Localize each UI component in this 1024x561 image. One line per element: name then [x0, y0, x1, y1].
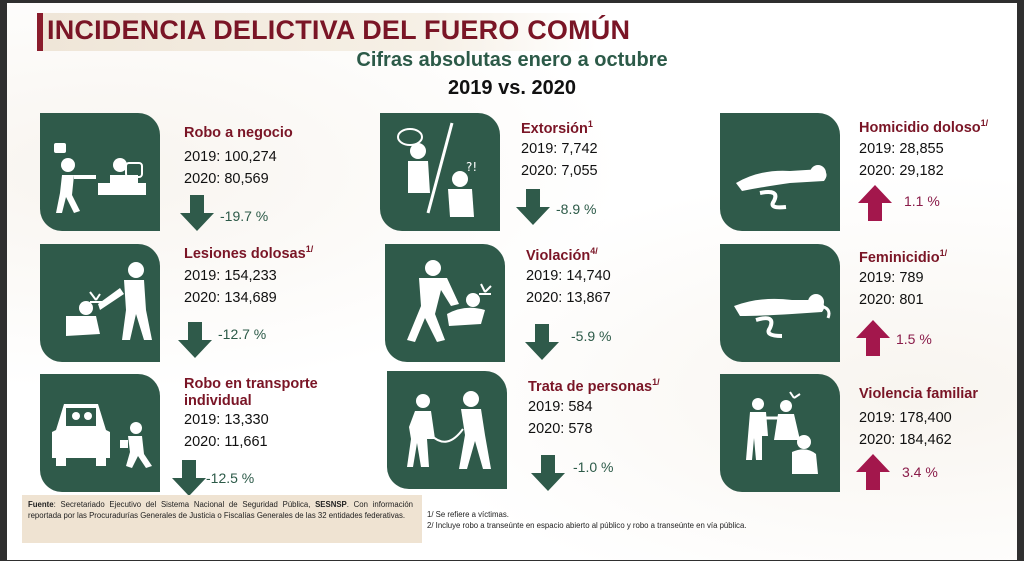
change-percent: -5.9 % [571, 328, 612, 344]
value-2020: 2020: 578 [528, 421, 593, 437]
value-2020: 2020: 80,569 [184, 171, 269, 187]
title-bar [37, 13, 597, 51]
change-percent: -19.7 % [220, 208, 269, 224]
source-box [22, 495, 422, 543]
arrow-down-icon [531, 455, 565, 491]
femicide-icon [720, 244, 840, 362]
crime-card-robo-transporte: Robo en transporte individual 2019: 13,3… [40, 374, 340, 499]
slide: INCIDENCIA DELICTIVA DEL FUERO COMÚN Cif… [7, 3, 1017, 560]
arrow-down-icon [525, 324, 559, 360]
crime-label: Lesiones dolosas1/ [184, 244, 314, 262]
value-2019: 2019: 154,233 [184, 268, 277, 284]
value-2019: 2019: 100,274 [184, 149, 277, 165]
family-violence-icon [720, 374, 840, 492]
crime-card-lesiones: Lesiones dolosas1/ 2019: 154,233 2020: 1… [40, 244, 340, 369]
crime-label: Feminicidio1/ [859, 248, 948, 266]
crime-label: Homicidio doloso1/ [859, 118, 989, 136]
comparison-years: 2019 vs. 2020 [448, 77, 576, 99]
assault-icon [40, 244, 160, 362]
svg-text:?!: ?! [466, 160, 477, 174]
value-2019: 2019: 789 [859, 270, 924, 286]
change-percent: -12.5 % [206, 470, 255, 486]
rape-icon [385, 244, 505, 362]
crime-card-violacion: Violación4/ 2019: 14,740 2020: 13,867 -5… [385, 244, 685, 369]
value-2019: 2019: 7,742 [521, 141, 598, 157]
value-2020: 2020: 11,661 [184, 434, 268, 450]
value-2020: 2020: 184,462 [859, 432, 952, 448]
page-title: INCIDENCIA DELICTIVA DEL FUERO COMÚN [47, 15, 631, 45]
crime-card-trata: Trata de personas1/ 2019: 584 2020: 578 … [387, 371, 687, 496]
arrow-down-icon [516, 189, 550, 225]
value-2019: 2019: 178,400 [859, 410, 952, 426]
value-2020: 2020: 13,867 [526, 290, 611, 306]
value-2019: 2019: 584 [528, 399, 593, 415]
crime-label: Extorsión1 [521, 119, 593, 137]
change-percent: 3.4 % [902, 464, 938, 480]
change-percent: -8.9 % [556, 201, 597, 217]
crime-label: Robo en transporte [184, 376, 318, 392]
extortion-icon: ?! [380, 113, 500, 231]
arrow-up-icon [856, 454, 890, 490]
robbery-icon [40, 113, 160, 231]
arrow-down-icon [178, 322, 212, 358]
crime-label-line2: individual [184, 393, 252, 409]
trafficking-icon [387, 371, 507, 489]
car-robbery-icon [40, 374, 160, 492]
arrow-up-icon [858, 185, 892, 221]
source-text: Fuente: Secretariado Ejecutivo del Siste… [28, 500, 414, 520]
crime-label: Violación4/ [526, 246, 598, 264]
value-2020: 2020: 134,689 [184, 290, 277, 306]
value-2019: 2019: 14,740 [526, 268, 611, 284]
value-2020: 2020: 7,055 [521, 163, 598, 179]
footnote-1: 1/ Se refiere a víctimas. [427, 510, 509, 519]
crime-label: Trata de personas1/ [528, 377, 660, 395]
value-2020: 2020: 801 [859, 292, 924, 308]
arrow-up-icon [856, 320, 890, 356]
change-percent: 1.5 % [896, 331, 932, 347]
value-2019: 2019: 13,330 [184, 412, 269, 428]
crime-label: Robo a negocio [184, 125, 293, 141]
change-percent: -1.0 % [573, 459, 614, 475]
crime-label: Violencia familiar [859, 386, 979, 402]
background-decoration [7, 3, 1017, 560]
crime-card-homicidio: Homicidio doloso1/ 2019: 28,855 2020: 29… [720, 113, 1010, 238]
change-percent: 1.1 % [904, 193, 940, 209]
homicide-icon [720, 113, 840, 231]
change-percent: -12.7 % [218, 326, 267, 342]
arrow-down-icon [180, 195, 214, 231]
value-2019: 2019: 28,855 [859, 141, 944, 157]
page-subtitle: Cifras absolutas enero a octubre [356, 49, 668, 71]
value-2020: 2020: 29,182 [859, 163, 944, 179]
crime-card-violencia-familiar: Violencia familiar 2019: 178,400 2020: 1… [720, 374, 1010, 499]
crime-card-extorsion: ?! Extorsión1 2019: 7,742 2020: 7,055 -8… [380, 113, 680, 238]
crime-card-feminicidio: Feminicidio1/ 2019: 789 2020: 801 1.5 % [720, 244, 1010, 369]
arrow-down-icon [172, 460, 206, 496]
footnote-2: 2/ Incluye robo a transeúnte en espacio … [427, 521, 747, 530]
crime-card-robo-negocio: Robo a negocio 2019: 100,274 2020: 80,56… [40, 113, 340, 238]
